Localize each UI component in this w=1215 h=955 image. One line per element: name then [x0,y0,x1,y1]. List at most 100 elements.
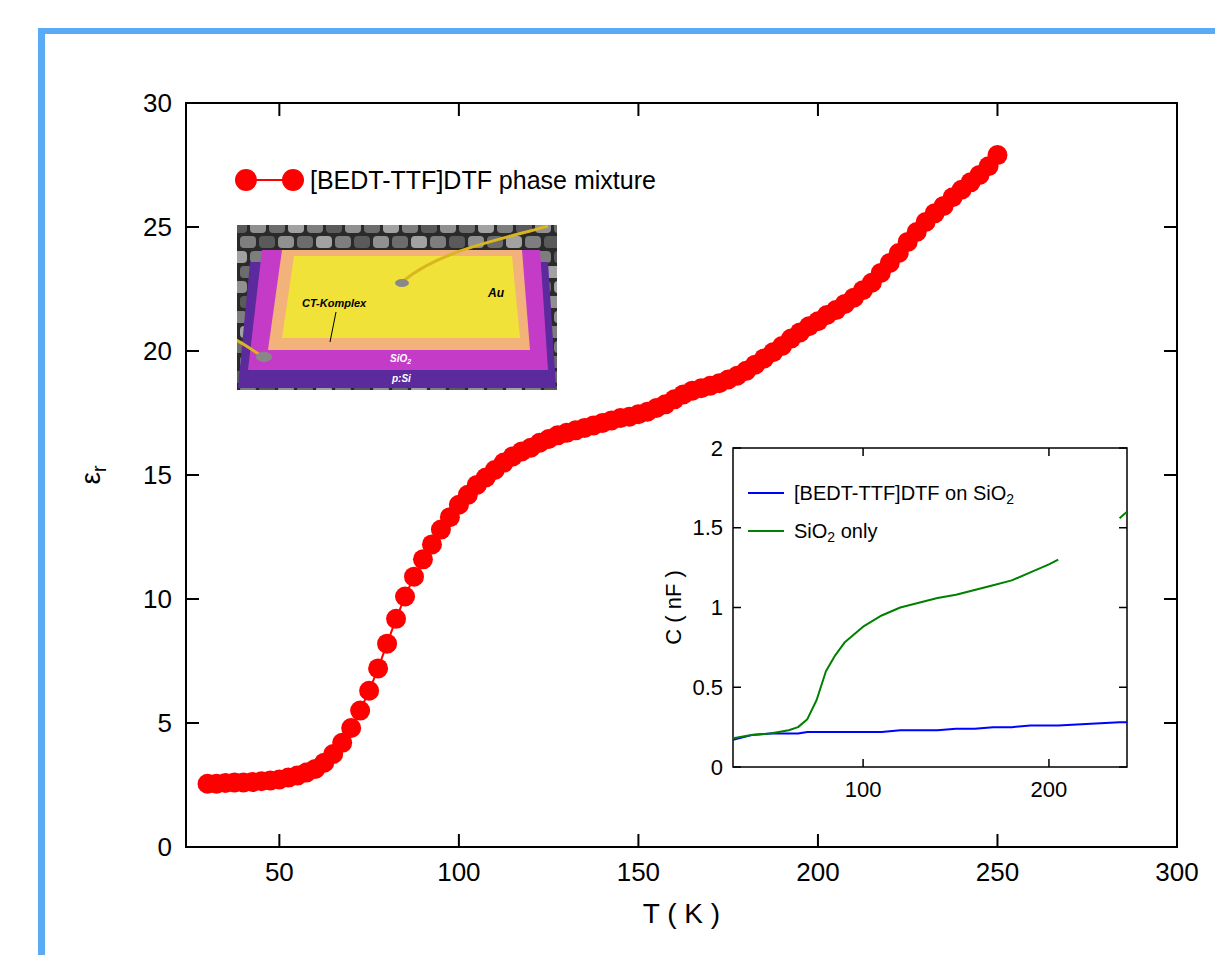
pointer [330,312,336,342]
y-tick-label: 25 [143,212,172,242]
x-axis-title: T ( K ) [643,898,720,929]
y-tick [1164,722,1177,724]
wire [402,226,548,282]
schematic-tile [554,341,557,353]
series-line [208,155,998,784]
schematic-tile [402,225,418,233]
x-tick [817,103,819,116]
text-part: ε [75,472,106,484]
y-tick [733,687,741,689]
y-tick [733,607,741,609]
schematic-tile [240,236,256,248]
legend: [BEDT-TTF]DTF on SiO2SiO2 only [748,482,1014,545]
schematic-tile [335,236,351,248]
y-tick [186,102,199,104]
plot-area [733,512,1127,740]
schematic-tile [269,225,285,233]
x-tick [1048,448,1050,456]
schematic-tile [497,225,513,233]
y-tick [1164,350,1177,352]
schematic-tile [525,236,541,248]
schematic-tile [554,225,557,233]
schematic-ground [237,225,557,390]
subscript: r [88,465,110,472]
y-tick-label: 5 [158,708,172,738]
y-tick-label: 0.5 [692,675,723,700]
schematic-tile [237,281,247,293]
series-line [733,512,1127,738]
legend: [BEDT-TTF]DTF phase mixture [235,166,656,194]
x-tick-label: 200 [796,857,839,887]
y-tick-label: 0 [158,832,172,862]
layer-ct [268,250,530,350]
text-part: [BEDT-TTF]DTF phase mixture [310,166,656,194]
y-tick [186,226,199,228]
x-tick-label: 50 [265,857,294,887]
plot-area [198,145,1008,794]
y-tick [733,447,741,449]
text-part: C ( nF ) [661,570,686,645]
y-tick-label: 15 [143,460,172,490]
schematic-tile [237,225,247,233]
text-part: [BEDT-TTF]DTF on SiO [794,482,1006,504]
schematic-tile [478,225,494,233]
y-tick [1164,226,1177,228]
text-part: CT-Komplex [302,297,367,309]
schematic-tile [288,225,304,233]
text-part: p:Si [391,373,411,384]
y-tick-label: 30 [143,88,172,118]
schematic-tile [237,251,247,263]
y-tick-label: 20 [143,336,172,366]
x-tick-label: 100 [437,857,480,887]
data-point [377,634,397,654]
x-tick [1176,103,1178,116]
x-tick-label: 150 [617,857,660,887]
schematic-tile [449,236,465,248]
background [0,0,1215,955]
plot-frame [733,448,1127,767]
x-tick [458,103,460,116]
x-tick-label: 200 [1031,777,1068,802]
text-part: SiO [794,520,827,542]
x-tick [637,103,639,116]
data-point [395,587,415,607]
schematic-label: p:Si [391,373,411,384]
x-tick [996,834,998,847]
x-tick [862,448,864,456]
y-axis-title: εr [75,465,110,484]
y-tick [1164,102,1177,104]
panel-frame [38,28,45,955]
x-tick [996,103,998,116]
schematic-tile [345,225,361,233]
legend-line [748,492,784,494]
schematic-background [237,225,557,390]
device-schematic: CT-KomplexAuSiO2p:Si [231,221,579,398]
y-tick [1164,474,1177,476]
schematic-label: SiO2 [390,353,411,365]
y-axis-title: C ( nF ) [661,570,686,645]
legend-label: [BEDT-TTF]DTF on SiO2 [794,482,1014,507]
schematic-tile [326,225,342,233]
text-part: T ( K ) [643,898,720,929]
y-tick [1119,447,1127,449]
schematic-tile [430,236,446,248]
schematic-tile [411,236,427,248]
y-tick-label: 1 [711,595,723,620]
schematic-tile [459,225,475,233]
y-tick [1119,687,1127,689]
x-tick-label: 250 [976,857,1019,887]
axes: 10020000.511.52C ( nF ) [661,436,1127,802]
schematic-tile [307,225,323,233]
data-point [404,567,424,587]
schematic-tile [544,236,557,248]
schematic-tile [354,236,370,248]
y-tick [1164,598,1177,600]
schematic-tile [259,236,275,248]
data-point [350,701,370,721]
legend-marker [235,169,257,191]
series-line [733,722,1127,740]
x-tick-label: 100 [845,777,882,802]
y-tick [186,598,199,600]
axes: 50100150200250300051015202530T ( K )εr [75,88,1199,929]
x-tick [278,103,280,116]
